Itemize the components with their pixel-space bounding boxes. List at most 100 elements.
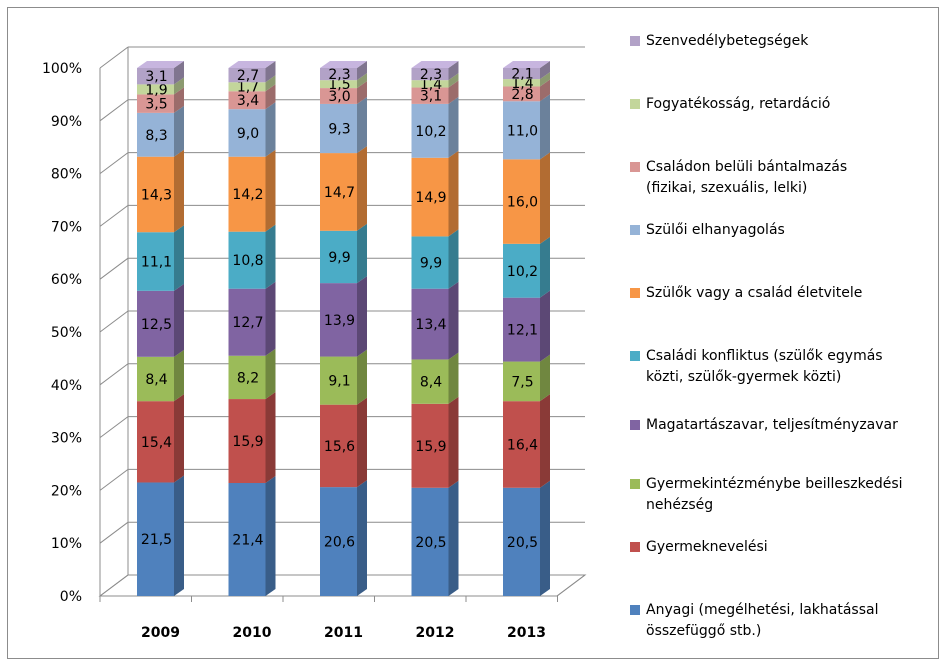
data-label: 2,1 xyxy=(511,67,533,83)
y-tick-label: 40% xyxy=(51,378,82,394)
bar-segment xyxy=(137,112,174,157)
data-label: 1,9 xyxy=(145,82,167,98)
bar-segment xyxy=(228,483,266,596)
data-label: 1,5 xyxy=(328,77,350,93)
bar-segment-side xyxy=(174,475,184,596)
data-label: 2,3 xyxy=(420,67,442,83)
gridline-depth xyxy=(99,257,129,280)
bar-segment-side xyxy=(540,290,550,362)
bar-segment-side xyxy=(540,480,550,596)
legend-swatch xyxy=(630,351,640,361)
bar-segment xyxy=(320,68,357,81)
bar-segment-side xyxy=(540,72,550,87)
legend-label: Gyermekintézménybe beilleszkedési nehézs… xyxy=(646,476,903,513)
gridline-depth xyxy=(99,468,129,491)
bar-segment xyxy=(411,87,449,104)
bar-segment xyxy=(320,153,357,231)
y-tick-label: 90% xyxy=(51,114,82,130)
bar-segment xyxy=(137,94,174,113)
data-label: 12,7 xyxy=(232,315,263,331)
y-tick-label: 20% xyxy=(51,483,82,499)
data-label: 20,5 xyxy=(415,535,446,551)
legend-swatch xyxy=(630,479,640,489)
bar-segment xyxy=(228,109,266,157)
bar-segment-side xyxy=(448,352,459,404)
legend-label: Családi konfliktus (szülők egymás közti,… xyxy=(646,348,883,385)
legend-label: Családon belüli bántalmazás (fizikai, sz… xyxy=(646,159,848,196)
y-tick-label: 70% xyxy=(51,219,82,235)
bar-segment-side xyxy=(448,150,459,237)
bar-segment-side xyxy=(265,281,276,356)
data-label: 21,4 xyxy=(232,533,263,549)
data-label: 9,9 xyxy=(420,256,442,272)
legend-label: Gyermeknevelési xyxy=(646,539,768,555)
floor-edge xyxy=(556,574,586,597)
bar-segment xyxy=(503,297,540,362)
bar-segment-side xyxy=(357,73,367,89)
bar-segment-side xyxy=(540,94,550,160)
data-label: 10,8 xyxy=(232,253,263,269)
y-tick-label: 10% xyxy=(51,536,82,552)
bar-segment-side xyxy=(174,87,184,113)
bar-top xyxy=(503,61,550,68)
bar-segment xyxy=(320,283,357,357)
legend-item: Családon belüli bántalmazás (fizikai, sz… xyxy=(630,157,847,199)
data-label: 21,5 xyxy=(141,532,172,548)
bar-segment-side xyxy=(265,348,276,400)
legend-label: Szülői elhanyagolás xyxy=(646,222,785,238)
bar-segment-side xyxy=(448,396,459,488)
gridline-depth xyxy=(99,416,129,439)
legend-swatch xyxy=(630,99,640,109)
bar-segment-side xyxy=(174,105,184,157)
legend-label: Magatartászavar, teljesítményzavar xyxy=(646,417,898,433)
bar-segment-side xyxy=(448,73,459,88)
x-tick-label: 2010 xyxy=(233,625,272,641)
bar-segment-side xyxy=(357,146,367,231)
bar-segment xyxy=(228,156,266,232)
bar-segment xyxy=(411,403,449,488)
data-label: 15,9 xyxy=(415,439,446,455)
bar-top xyxy=(228,61,276,68)
data-label: 9,1 xyxy=(328,374,350,390)
data-label: 2,3 xyxy=(328,67,350,83)
bar-segment-side xyxy=(540,354,550,402)
legend-item: Családi konfliktus (szülők egymás közti,… xyxy=(630,346,883,388)
bar-segment-side xyxy=(540,236,550,298)
legend-item: Szenvedélybetegségek xyxy=(630,31,808,52)
bar-segment xyxy=(503,159,540,244)
bar-top xyxy=(411,61,459,68)
bar-segment-side xyxy=(265,149,276,232)
legend-swatch xyxy=(630,36,640,46)
bar-segment-side xyxy=(174,149,184,233)
x-tick-label: 2013 xyxy=(507,625,546,641)
bar-segment xyxy=(137,156,174,233)
data-label: 16,4 xyxy=(507,437,538,453)
bar-segment xyxy=(411,80,449,88)
bar-segment-side xyxy=(174,77,184,95)
data-label: 16,0 xyxy=(507,195,538,211)
bar-segment-side xyxy=(357,96,367,154)
data-label: 8,4 xyxy=(145,372,167,388)
data-label: 20,5 xyxy=(507,535,538,551)
bar-segment-side xyxy=(174,283,184,357)
data-label: 11,1 xyxy=(141,255,172,271)
bar-segment xyxy=(503,487,540,596)
data-label: 12,5 xyxy=(141,317,172,333)
gridline-depth xyxy=(99,99,129,122)
data-label: 15,9 xyxy=(232,434,263,450)
bar-segment xyxy=(411,236,449,289)
bar-segment xyxy=(320,88,357,104)
x-tick-label: 2012 xyxy=(416,625,455,641)
bar-segment xyxy=(320,404,357,488)
legend-label: Szülők vagy a család életvitele xyxy=(646,285,863,301)
bar-segment-side xyxy=(174,349,184,402)
x-tick-label: 2011 xyxy=(324,625,363,641)
data-label: 3,0 xyxy=(328,89,350,105)
data-label: 8,2 xyxy=(237,370,259,386)
data-label: 2,7 xyxy=(237,68,259,84)
bar-segment xyxy=(503,361,540,402)
bar-segment-side xyxy=(540,79,550,102)
data-label: 14,9 xyxy=(415,190,446,206)
legend-item: Gyermekintézménybe beilleszkedési nehézs… xyxy=(630,474,903,516)
